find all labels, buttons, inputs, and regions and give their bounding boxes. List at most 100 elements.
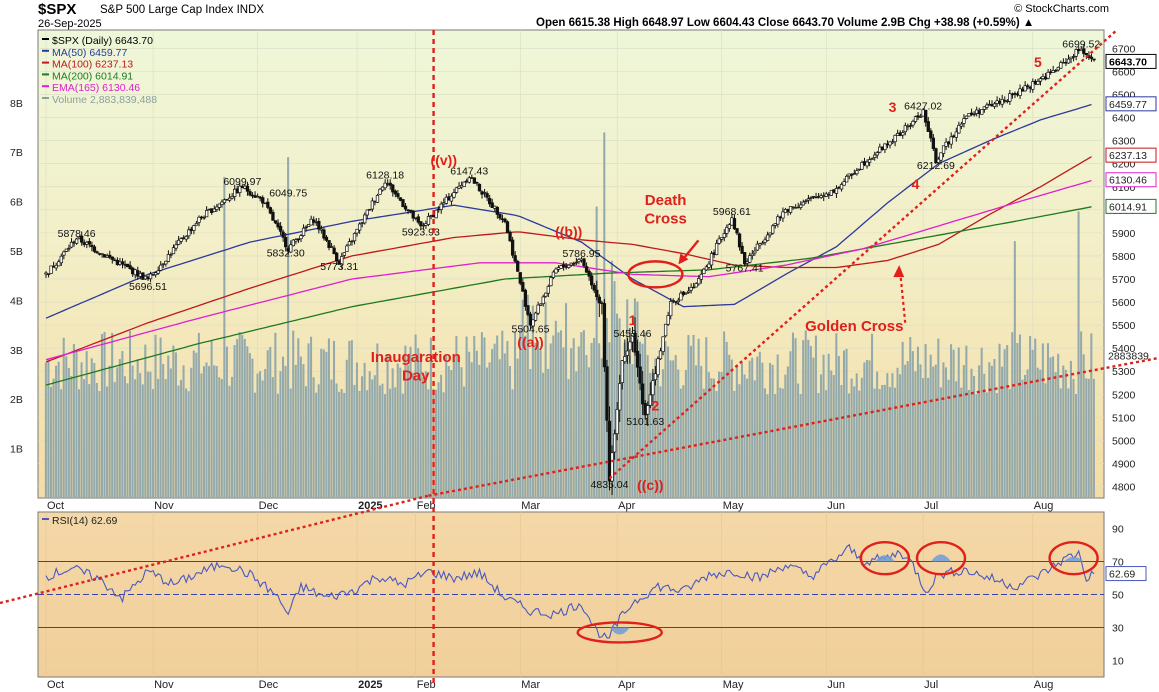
price-candle — [159, 264, 163, 271]
volume-bar — [151, 389, 154, 498]
volume-bar — [929, 354, 932, 498]
price-candle — [505, 221, 510, 234]
volume-bar — [822, 354, 825, 498]
price-candle — [893, 134, 897, 143]
volume-bar — [901, 341, 904, 498]
rsi-highlight-circle — [915, 541, 967, 576]
volume-bar — [960, 387, 963, 498]
price-candle — [204, 210, 209, 218]
volume-bar — [794, 338, 797, 498]
volume-bar — [593, 337, 596, 498]
volume-bar — [899, 374, 902, 498]
volume-bar — [934, 364, 937, 498]
volume-bar — [937, 338, 940, 498]
volume-bar — [1021, 379, 1024, 498]
volume-bar — [980, 347, 983, 498]
volume-bar — [363, 362, 366, 498]
volume-bar — [751, 357, 754, 498]
ohlc-readout: Open 6615.38 High 6648.97 Low 6604.43 Cl… — [536, 17, 1035, 29]
price-candle — [156, 270, 160, 274]
volume-bar — [401, 393, 404, 498]
symbol: $SPX — [38, 1, 77, 18]
price-candle — [865, 161, 869, 167]
volume-bar — [463, 386, 466, 498]
price-candle — [850, 174, 854, 176]
volume-bar — [261, 380, 264, 498]
volume-bar — [470, 362, 473, 498]
volume-bar — [455, 336, 458, 498]
price-candle — [918, 116, 923, 118]
volume-bar — [60, 389, 63, 498]
volume-bar — [610, 260, 613, 498]
volume-bar — [281, 356, 285, 498]
month-tick: Jun — [827, 500, 845, 512]
price-candle — [192, 225, 196, 231]
volume-bar — [641, 343, 644, 498]
volume-bar — [914, 371, 917, 498]
volume-bar — [1026, 369, 1029, 498]
legend-item: Volume 2,883,839,488 — [42, 94, 157, 106]
price-candle — [717, 238, 721, 244]
volume-bar — [1090, 333, 1093, 498]
volume-bar — [582, 330, 585, 498]
volume-bar — [855, 373, 858, 498]
volume-bar — [473, 336, 476, 498]
volume-bar — [590, 342, 593, 498]
price-candle — [656, 358, 660, 376]
volume-bar — [47, 358, 50, 498]
volume-bar — [942, 362, 945, 498]
volume-bar — [332, 340, 336, 498]
volume-bar — [621, 376, 624, 498]
price-candle — [202, 217, 206, 219]
volume-bar — [478, 364, 481, 498]
volume-bar — [659, 386, 662, 498]
price-candle — [692, 286, 696, 289]
volume-bar — [350, 340, 353, 498]
legend-swatch — [42, 38, 49, 40]
volume-bar — [259, 371, 262, 498]
price-candle — [551, 271, 556, 278]
price-tick: 4900 — [1112, 458, 1136, 470]
volume-bar — [167, 355, 170, 498]
volume-bar — [208, 366, 211, 498]
volume-bar — [695, 365, 698, 498]
price-candle — [605, 366, 609, 421]
price-candle — [378, 188, 382, 195]
trendline — [428, 356, 1159, 497]
volume-bar — [842, 350, 846, 498]
volume-bar — [672, 360, 675, 498]
price-tag-text: 6130.46 — [1109, 175, 1147, 187]
price-candle — [212, 208, 216, 212]
price-candle — [776, 216, 780, 225]
price-label: 5786.95 — [562, 248, 600, 260]
legend-item: MA(50) 6459.77 — [42, 47, 127, 59]
ma-line-ma100 — [45, 156, 1092, 363]
volume-bar — [973, 376, 976, 498]
volume-bar — [488, 362, 491, 498]
price-label: 5832.30 — [267, 248, 305, 260]
price-candle — [472, 177, 477, 184]
price-tick: 5400 — [1112, 343, 1136, 355]
volume-bar — [1018, 334, 1021, 498]
volume-bar — [475, 350, 478, 498]
volume-bar — [348, 340, 351, 498]
volume-bar — [289, 388, 292, 498]
price-candle — [322, 229, 326, 239]
volume-bar — [483, 337, 486, 498]
month-tick: May — [723, 679, 744, 691]
volume-bar — [845, 348, 848, 498]
price-candle — [628, 341, 632, 351]
price-candle — [597, 296, 601, 304]
golden-cross-arrow — [899, 271, 907, 323]
volume-bar — [628, 355, 631, 498]
price-candle — [750, 253, 754, 256]
price-candle — [873, 154, 877, 158]
volume-bar — [975, 394, 978, 498]
volume-bar — [559, 330, 562, 498]
volume-bar — [1011, 332, 1014, 498]
volume-bar — [57, 361, 60, 498]
volume-bar — [264, 368, 267, 498]
volume-bar — [638, 341, 642, 498]
rsi-tick: 30 — [1112, 623, 1124, 635]
volume-bar — [1041, 343, 1044, 498]
